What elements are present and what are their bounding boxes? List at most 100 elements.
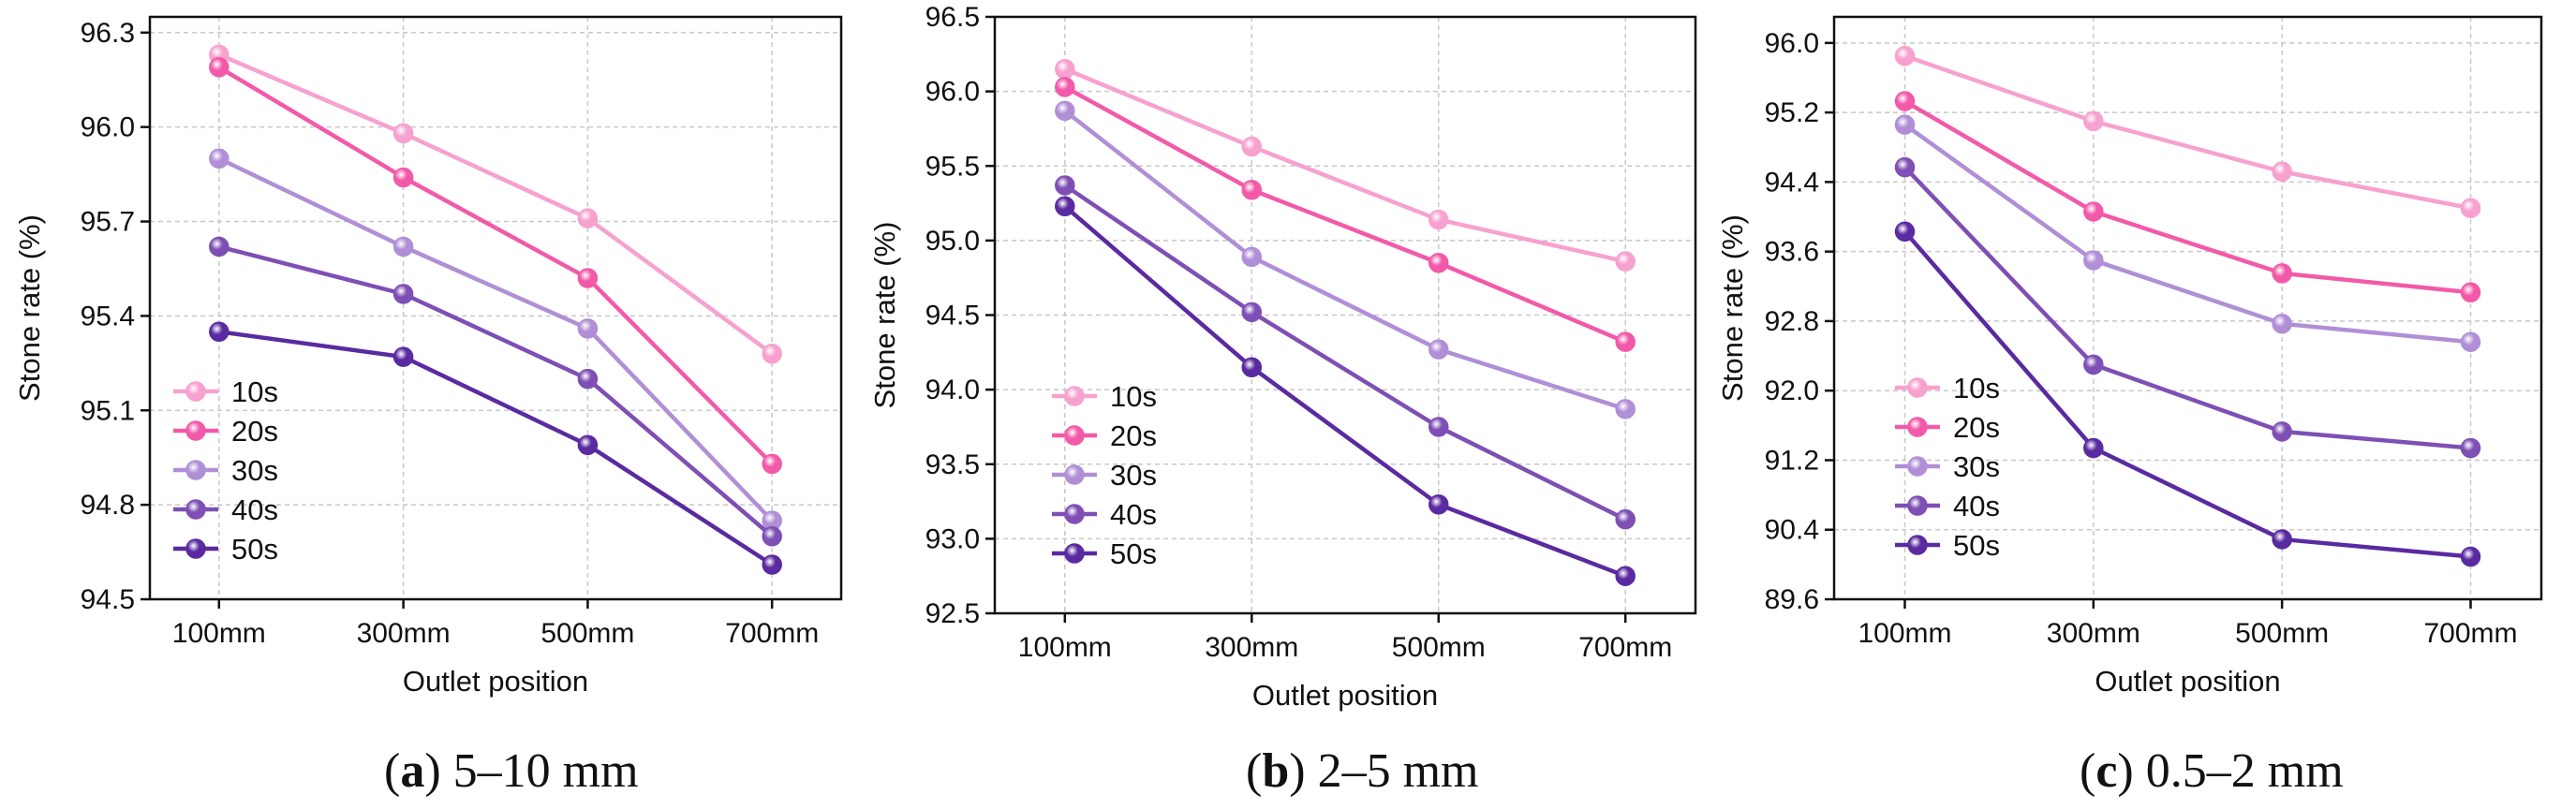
x-tick-label: 100mm — [1018, 632, 1112, 663]
y-axis-title: Stone rate (%) — [1716, 214, 1749, 402]
data-point-10s — [1055, 58, 1075, 80]
data-point-50s — [209, 321, 229, 342]
y-tick-label: 96.0 — [1765, 28, 1819, 59]
data-point-50s — [1428, 493, 1449, 515]
data-point-30s — [392, 236, 414, 257]
data-point-10s — [1428, 209, 1449, 230]
legend-label: 30s — [1953, 450, 2000, 483]
x-tick-label: 700mm — [725, 618, 819, 649]
series-line-30s — [217, 156, 774, 522]
data-point-50s — [1615, 566, 1636, 586]
legend-marker — [1907, 495, 1928, 516]
y-tick-label: 90.4 — [1765, 515, 1819, 546]
data-point-50s — [392, 346, 414, 367]
data-point-50s — [1894, 221, 1916, 243]
y-tick-label: 93.0 — [925, 523, 980, 554]
caption-text: 2–5 mm — [1306, 744, 1479, 798]
data-point-20s — [2272, 263, 2292, 284]
x-tick-label: 100mm — [172, 618, 266, 649]
data-point-20s — [1241, 179, 1263, 200]
series-line-40s — [1063, 184, 1627, 522]
data-point-10s — [1894, 46, 1916, 66]
y-tick-label: 89.6 — [1765, 584, 1819, 615]
legend-label: 40s — [1110, 498, 1157, 531]
plot-frame — [1832, 15, 2543, 601]
series-line-10s — [217, 52, 774, 356]
legend-marker — [1907, 377, 1928, 398]
legend-marker — [1064, 425, 1085, 446]
legend-label: 40s — [231, 493, 278, 526]
data-point-20s — [1615, 331, 1636, 352]
caption-paren-open: ( — [2080, 744, 2095, 798]
data-point-20s — [1428, 253, 1449, 273]
y-tick-label: 94.5 — [81, 584, 135, 615]
y-tick-label: 92.8 — [1765, 306, 1819, 337]
data-point-30s — [1055, 100, 1075, 122]
plot-frame — [148, 15, 843, 601]
data-point-40s — [392, 284, 414, 304]
legend-marker — [185, 420, 206, 441]
data-point-10s — [2460, 198, 2481, 218]
y-tick-label: 94.5 — [925, 301, 980, 331]
data-point-40s — [2460, 437, 2481, 459]
x-axis-title: Outlet position — [2095, 665, 2280, 698]
x-tick-label: 500mm — [1392, 632, 1486, 663]
legend-label: 10s — [1110, 380, 1157, 413]
legend-label: 10s — [1953, 372, 2000, 404]
data-point-20s — [1055, 77, 1075, 97]
legend-marker — [1064, 386, 1085, 406]
legend-marker — [1907, 417, 1928, 437]
legend-label: 20s — [231, 415, 278, 448]
series-line-30s — [1903, 123, 2471, 345]
y-tick-label: 91.2 — [1765, 445, 1819, 476]
data-point-20s — [2460, 282, 2481, 303]
data-point-50s — [2272, 529, 2292, 550]
data-point-30s — [1615, 399, 1636, 419]
data-point-40s — [762, 526, 782, 547]
y-axis-title: Stone rate (%) — [13, 214, 46, 402]
data-point-50s — [762, 554, 782, 575]
caption-paren-close: ) — [2117, 744, 2133, 798]
series-line-10s — [1063, 66, 1626, 264]
y-tick-label: 95.7 — [81, 207, 135, 238]
legend-label: 10s — [231, 375, 278, 408]
data-point-50s — [577, 434, 599, 456]
legend-label: 50s — [231, 533, 278, 566]
data-point-30s — [1428, 339, 1449, 360]
x-tick-label: 300mm — [2047, 618, 2140, 649]
y-axis-title: Stone rate (%) — [868, 222, 901, 409]
caption-paren-open: ( — [384, 744, 400, 798]
legend-marker — [185, 538, 206, 559]
caption-text: 5–10 mm — [441, 744, 639, 798]
y-tick-label: 95.1 — [81, 395, 135, 426]
caption-letter: a — [400, 744, 424, 798]
panel-caption: (b) 2–5 mm — [1246, 744, 1478, 798]
data-point-20s — [1894, 91, 1916, 111]
caption-text: 0.5–2 mm — [2134, 744, 2344, 798]
legend-label: 20s — [1110, 419, 1157, 452]
caption-paren-open: ( — [1246, 744, 1262, 798]
data-point-10s — [2083, 110, 2104, 132]
data-point-40s — [209, 236, 229, 257]
chart-panel-b: 92.5 93.0 93.5 94.0 94.5 95.0 95.5 96.0 96.5 100m… — [868, 2, 1697, 798]
series-line-20s — [1903, 99, 2471, 295]
legend-marker — [1064, 464, 1085, 485]
y-tick-label: 96.0 — [81, 112, 135, 143]
x-tick-label: 500mm — [2235, 618, 2329, 649]
data-point-10s — [1615, 251, 1636, 272]
data-point-20s — [209, 57, 229, 78]
data-point-50s — [2083, 437, 2104, 459]
x-tick-label: 700mm — [1578, 632, 1672, 663]
series-line-50s — [218, 329, 774, 566]
data-point-40s — [577, 368, 599, 390]
y-tick-label: 93.6 — [1765, 237, 1819, 268]
legend-label: 20s — [1953, 411, 2000, 444]
data-point-50s — [1241, 357, 1263, 377]
series-line-40s — [218, 244, 774, 538]
y-tick-label: 95.2 — [1765, 97, 1819, 128]
x-axis-title: Outlet position — [1252, 679, 1438, 712]
legend-marker — [1907, 535, 1928, 555]
chart-panel-a: 94.5 94.8 95.1 95.4 95.7 96.0 96.3 100mm 300mm 50… — [13, 15, 843, 798]
y-tick-label: 95.5 — [925, 151, 980, 182]
